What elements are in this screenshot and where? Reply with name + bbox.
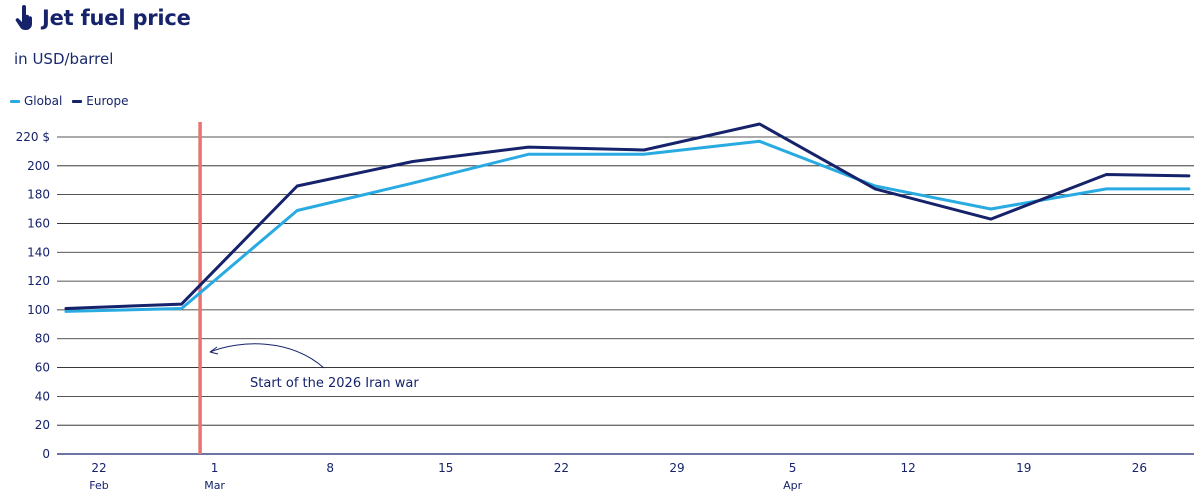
x-tick-label: 8 xyxy=(326,461,334,475)
x-tick-label: 5 xyxy=(789,461,797,475)
x-tick-month-label: Mar xyxy=(204,479,225,492)
x-tick-label: 26 xyxy=(1132,461,1147,475)
legend-swatch-global xyxy=(10,99,20,103)
y-tick-label: 160 xyxy=(27,216,50,230)
series-line-global xyxy=(64,139,1191,313)
y-tick-label: 20 xyxy=(35,418,50,432)
chart-subtitle: in USD/barrel xyxy=(14,50,114,68)
y-tick-label: 120 xyxy=(27,274,50,288)
y-tick-label: 80 xyxy=(35,332,50,346)
y-tick-label: 220 $ xyxy=(16,130,50,144)
annotation-text: Start of the 2026 Iran war xyxy=(250,376,419,391)
x-tick-label: 19 xyxy=(1016,461,1031,475)
annotation-arrow xyxy=(209,343,325,369)
y-tick-label: 180 xyxy=(27,188,50,202)
chart-title: Jet fuel price xyxy=(42,6,191,30)
x-tick-label: 29 xyxy=(669,461,684,475)
x-tick-month-label: Feb xyxy=(89,479,108,492)
legend-label-europe: Europe xyxy=(86,94,129,108)
x-tick-label: 15 xyxy=(438,461,453,475)
y-tick-label: 60 xyxy=(35,361,50,375)
y-tick-label: 40 xyxy=(35,389,50,403)
y-tick-label: 140 xyxy=(27,245,50,259)
legend-swatch-europe xyxy=(72,99,83,103)
y-tick-label: 100 xyxy=(27,303,50,317)
annotation-arrowhead xyxy=(209,346,219,355)
x-tick-label: 22 xyxy=(554,461,569,475)
pointing-hand-icon xyxy=(14,4,34,32)
legend-label-global: Global xyxy=(24,94,63,108)
series-line-europe xyxy=(64,122,1191,310)
x-tick-month-label: Apr xyxy=(783,479,803,492)
x-tick-label: 22 xyxy=(91,461,106,475)
x-tick-label: 12 xyxy=(901,461,916,475)
chart-legend: Global Europe xyxy=(10,94,138,108)
chart-header: Jet fuel price xyxy=(14,4,191,32)
x-tick-label: 1 xyxy=(211,461,219,475)
legend-item-europe: Europe xyxy=(72,94,128,108)
y-tick-label: 200 xyxy=(27,159,50,173)
y-tick-label: 0 xyxy=(42,447,50,461)
legend-item-global: Global xyxy=(10,94,62,108)
